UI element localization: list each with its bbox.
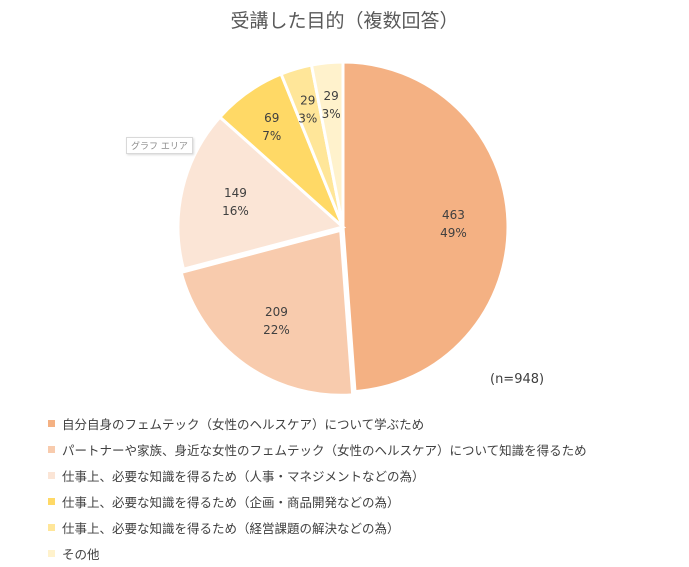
legend-label: 仕事上、必要な知識を得るため（経営課題の解決などの為） [62, 520, 400, 536]
legend-swatch [48, 419, 55, 427]
chart-title: 受講した目的（複数回答） [230, 10, 459, 32]
percent-label-6: 3% [322, 107, 341, 121]
legend-swatch [48, 497, 55, 505]
legend: 自分自身のフェムテック（女性のヘルスケア）について学ぶためパートナーや家族、身近… [48, 410, 587, 566]
percent-label-4: 7% [262, 129, 281, 143]
sample-size-note: (n=948) [490, 372, 545, 387]
percent-label-3: 16% [222, 204, 249, 218]
percent-label-5: 3% [298, 111, 317, 125]
legend-label: 仕事上、必要な知識を得るため（人事・マネジメントなどの為） [62, 468, 425, 484]
legend-item-1: 自分自身のフェムテック（女性のヘルスケア）について学ぶため [48, 410, 587, 436]
value-label-1: 463 [442, 208, 465, 222]
legend-label: その他 [62, 546, 100, 562]
legend-label: 仕事上、必要な知識を得るため（企画・商品開発などの為） [62, 494, 400, 510]
percent-label-1: 49% [440, 226, 467, 240]
legend-item-3: 仕事上、必要な知識を得るため（人事・マネジメントなどの為） [48, 462, 587, 488]
legend-label: 自分自身のフェムテック（女性のヘルスケア）について学ぶため [62, 416, 425, 432]
legend-swatch [48, 523, 55, 531]
percent-label-2: 22% [263, 323, 290, 337]
legend-item-4: 仕事上、必要な知識を得るため（企画・商品開発などの為） [48, 488, 587, 514]
pie-slice-6 [309, 60, 345, 228]
value-label-4: 69 [264, 111, 279, 125]
legend-item-5: 仕事上、必要な知識を得るため（経営課題の解決などの為） [48, 514, 587, 540]
value-label-5: 29 [300, 93, 315, 107]
legend-swatch [48, 549, 55, 557]
chart-area-tooltip: グラフ エリア [126, 137, 193, 154]
value-label-3: 149 [224, 186, 247, 200]
value-label-6: 29 [323, 89, 338, 103]
pie-slice-2 [179, 228, 355, 397]
legend-swatch [48, 445, 55, 453]
legend-item-2: パートナーや家族、身近な女性のフェムテック（女性のヘルスケア）について知識を得る… [48, 436, 587, 462]
pie-slice-3 [176, 114, 347, 272]
legend-item-6: その他 [48, 540, 587, 566]
pie-slice-1 [341, 60, 510, 394]
legend-swatch [48, 471, 55, 479]
value-label-2: 209 [265, 305, 288, 319]
legend-label: パートナーや家族、身近な女性のフェムテック（女性のヘルスケア）について知識を得る… [62, 442, 587, 458]
